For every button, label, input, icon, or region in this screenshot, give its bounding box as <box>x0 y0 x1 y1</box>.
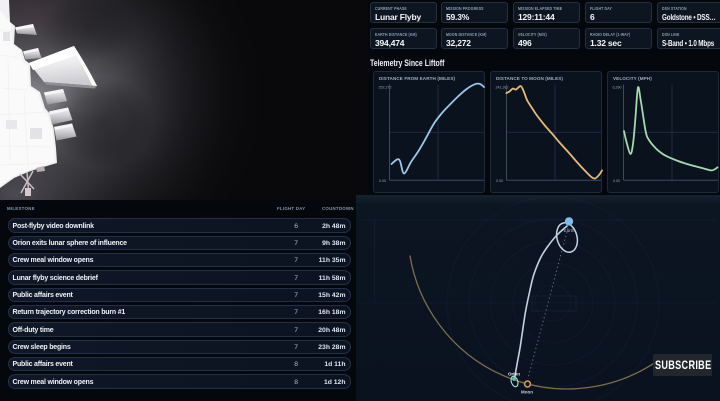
svg-text:0.00: 0.00 <box>379 179 386 183</box>
svg-text:Orion: Orion <box>508 372 520 377</box>
svg-text:0.00: 0.00 <box>496 179 503 183</box>
svg-text:DISTANCE TO MOON (MILES): DISTANCE TO MOON (MILES) <box>496 76 563 81</box>
svg-text:Moon: Moon <box>521 390 533 395</box>
svg-text:VELOCITY (MPH): VELOCITY (MPH) <box>613 76 652 81</box>
svg-text:0.00: 0.00 <box>613 179 620 183</box>
svg-text:6,290: 6,290 <box>613 86 622 90</box>
svg-text:241,382: 241,382 <box>496 86 509 90</box>
svg-text:DISTANCE FROM EARTH (MILES): DISTANCE FROM EARTH (MILES) <box>379 76 455 81</box>
svg-text:Earth: Earth <box>564 228 575 233</box>
svg-text:252,272: 252,272 <box>379 86 392 90</box>
